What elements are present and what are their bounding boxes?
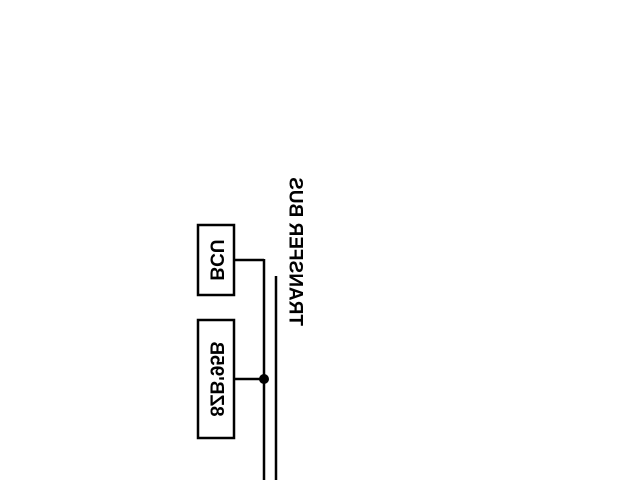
bcu-label: BCU xyxy=(206,239,227,280)
register-box xyxy=(196,318,236,440)
register-label: 8ZB'95B xyxy=(206,341,227,416)
transfer-bus: TRANSFER BUS xyxy=(274,177,306,480)
register-block: 8ZB'95B xyxy=(196,318,236,440)
connections xyxy=(234,258,269,480)
bcu-block: BCU xyxy=(196,223,236,297)
junction-dot xyxy=(259,374,269,384)
bcu-box xyxy=(196,223,236,297)
bus-label: TRANSFER BUS xyxy=(285,177,306,326)
